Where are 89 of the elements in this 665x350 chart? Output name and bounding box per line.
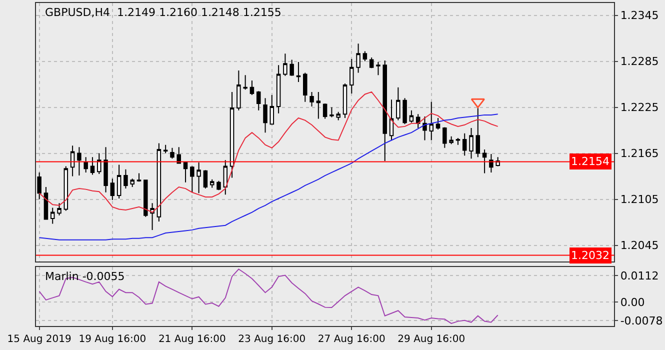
y-tick-label: 0.00 [620, 296, 645, 309]
candlestick [456, 137, 460, 146]
candlestick [362, 50, 368, 62]
ref-line-label: 1.2154 [571, 155, 610, 168]
candlestick [263, 98, 268, 134]
x-tick-label: 27 Aug 16:00 [318, 334, 386, 346]
candlestick [462, 132, 467, 156]
candlestick [196, 162, 201, 194]
candlestick [303, 72, 308, 102]
candlestick [256, 90, 261, 111]
candlestick [216, 180, 221, 191]
chart-title: Marlin -0.0055 [45, 270, 125, 283]
candlestick [144, 180, 148, 218]
candlestick [236, 70, 241, 111]
candlestick [163, 144, 168, 154]
candlestick [97, 152, 102, 174]
candlestick [416, 114, 420, 128]
candlestick [369, 56, 374, 69]
candlestick [296, 62, 301, 82]
candlestick [230, 91, 234, 178]
candlestick [250, 80, 254, 96]
candlestick [156, 142, 162, 222]
x-tick-label: 21 Aug 16:00 [158, 334, 226, 346]
candlestick [104, 146, 108, 193]
candlestick [210, 178, 214, 188]
candlestick [77, 146, 82, 176]
x-tick-label: 15 Aug 2019 [7, 334, 72, 346]
candlestick [57, 202, 62, 216]
candlestick [70, 145, 75, 177]
y-tick-label: 1.2225 [620, 101, 659, 114]
candlestick [409, 110, 414, 124]
candlestick [469, 127, 474, 160]
candlestick [84, 156, 88, 173]
candlestick [50, 207, 55, 224]
candlestick [44, 186, 48, 220]
x-tick-label: 19 Aug 16:00 [78, 334, 146, 346]
y-tick-label: 0.0112 [620, 269, 659, 282]
y-tick-label: 1.2105 [620, 193, 659, 206]
x-tick-label: 29 Aug 16:00 [398, 334, 466, 346]
candlestick [422, 116, 427, 141]
line-series [38, 268, 498, 324]
candlestick [429, 101, 434, 141]
line-series [38, 114, 498, 240]
candlestick [116, 164, 122, 200]
x-tick-label: 23 Aug 16:00 [238, 334, 306, 346]
candlestick [183, 161, 188, 183]
candlestick [223, 160, 228, 196]
candlestick [449, 136, 454, 145]
candlestick [64, 166, 68, 212]
candlestick [276, 64, 281, 114]
candlestick [442, 126, 447, 148]
candlestick [476, 106, 480, 158]
candlestick [90, 156, 95, 176]
candlestick [436, 118, 440, 130]
candlestick [190, 166, 194, 193]
candlestick [110, 178, 115, 201]
candlestick [336, 111, 340, 121]
candlestick [376, 62, 380, 76]
candlestick [356, 43, 360, 74]
y-tick-label: -0.0078 [620, 314, 663, 328]
candlestick [396, 86, 400, 121]
candlestick [37, 172, 42, 200]
candlestick [342, 83, 348, 118]
candlestick [290, 59, 294, 76]
candlestick [243, 74, 248, 90]
candlestick [489, 154, 494, 173]
candlestick [316, 91, 321, 120]
y-tick-label: 1.2345 [620, 9, 659, 22]
candlestick [350, 58, 354, 94]
candlestick [382, 60, 387, 162]
candlestick [482, 148, 487, 174]
candlestick [270, 94, 274, 125]
candlestick [283, 53, 288, 76]
candlestick [310, 91, 314, 107]
line-series [38, 91, 498, 213]
candlestick [130, 178, 134, 188]
candlestick [330, 106, 334, 118]
candlestick [203, 170, 208, 190]
ref-line-label: 1.2032 [571, 249, 610, 262]
y-tick-label: 1.2165 [620, 147, 659, 160]
chart-title: GBPUSD,H4 1.2149 1.2160 1.2148 1.2155 [45, 6, 282, 19]
candlestick [124, 168, 128, 190]
y-tick-label: 1.2045 [620, 239, 659, 252]
candlestick [170, 147, 174, 160]
y-tick-label: 1.2285 [620, 55, 659, 68]
candlestick [322, 102, 328, 120]
candlestick [136, 172, 142, 182]
candlestick [402, 98, 407, 125]
candlestick [389, 99, 394, 141]
